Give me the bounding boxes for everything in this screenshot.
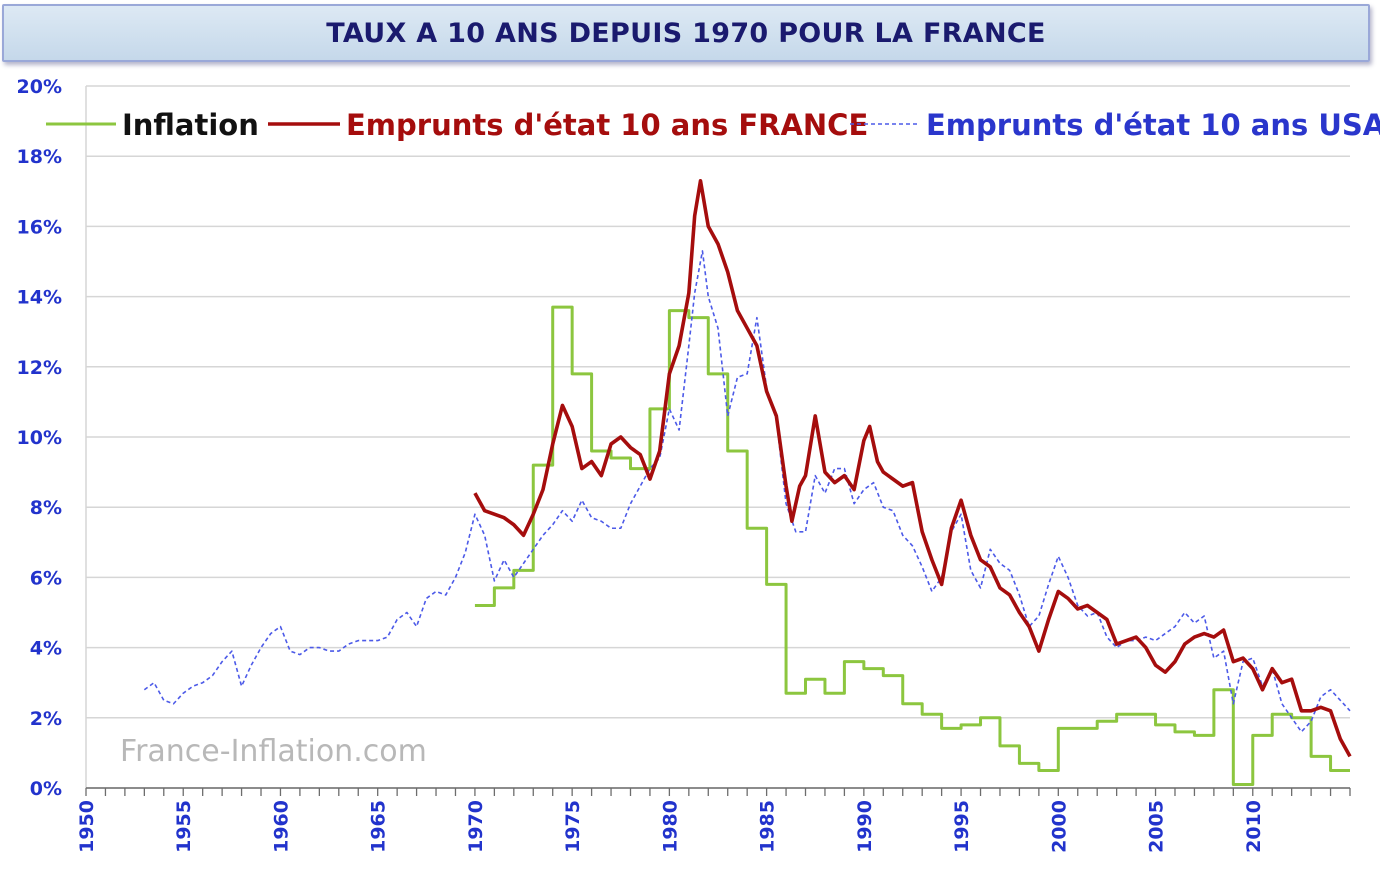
legend-label: Emprunts d'état 10 ans FRANCE <box>346 108 868 142</box>
legend: Inflation Emprunts d'état 10 ans FRANCE Em… <box>46 108 1380 142</box>
y-axis-tick-labels: 0% 2% 4% 6% 8% 10% 12% 14% 16% 18% 20% <box>17 76 62 800</box>
y-tick-label: 12% <box>17 357 62 379</box>
chart-title: TAUX A 10 ANS DEPUIS 1970 POUR LA FRANCE <box>326 17 1046 49</box>
x-tick-label: 1990 <box>854 800 876 853</box>
y-tick-label: 0% <box>30 778 62 800</box>
x-axis <box>85 787 1351 796</box>
grid <box>85 85 1350 789</box>
x-tick-label: 1960 <box>270 800 292 853</box>
x-tick-label: 1980 <box>659 800 681 853</box>
series-layer <box>143 178 1352 786</box>
y-tick-label: 10% <box>17 427 62 449</box>
x-tick-label: 1995 <box>951 800 973 853</box>
y-tick-label: 8% <box>30 497 62 519</box>
x-tick-label: 2010 <box>1243 800 1265 853</box>
x-tick-label: 1950 <box>76 800 98 853</box>
x-tick-label: 2005 <box>1146 800 1168 853</box>
watermark: France-Inflation.com <box>120 734 427 769</box>
legend-label: Inflation <box>122 108 259 142</box>
legend-label: Emprunts d'état 10 ans USA <box>926 108 1380 142</box>
y-tick-label: 2% <box>30 708 62 730</box>
x-tick-label: 1955 <box>173 800 195 853</box>
y-tick-label: 4% <box>30 638 62 660</box>
y-tick-label: 18% <box>17 146 62 168</box>
series-line-2 <box>143 250 1351 733</box>
x-tick-label: 1985 <box>757 800 779 853</box>
x-tick-label: 1965 <box>368 800 390 853</box>
chart-title-bar: TAUX A 10 ANS DEPUIS 1970 POUR LA FRANCE <box>2 4 1370 62</box>
x-tick-label: 1975 <box>562 800 584 853</box>
y-tick-label: 14% <box>17 287 62 309</box>
x-tick-label: 2000 <box>1048 800 1070 853</box>
y-tick-label: 16% <box>17 216 62 238</box>
series-line-1 <box>473 178 1352 758</box>
y-tick-label: 6% <box>30 567 62 589</box>
x-axis-tick-labels: 1950 1955 1960 1965 1970 1975 1980 1985 1990 1995… <box>76 800 1265 853</box>
y-tick-label: 20% <box>17 76 62 98</box>
x-tick-label: 1970 <box>465 800 487 853</box>
series-line-0 <box>474 305 1350 786</box>
